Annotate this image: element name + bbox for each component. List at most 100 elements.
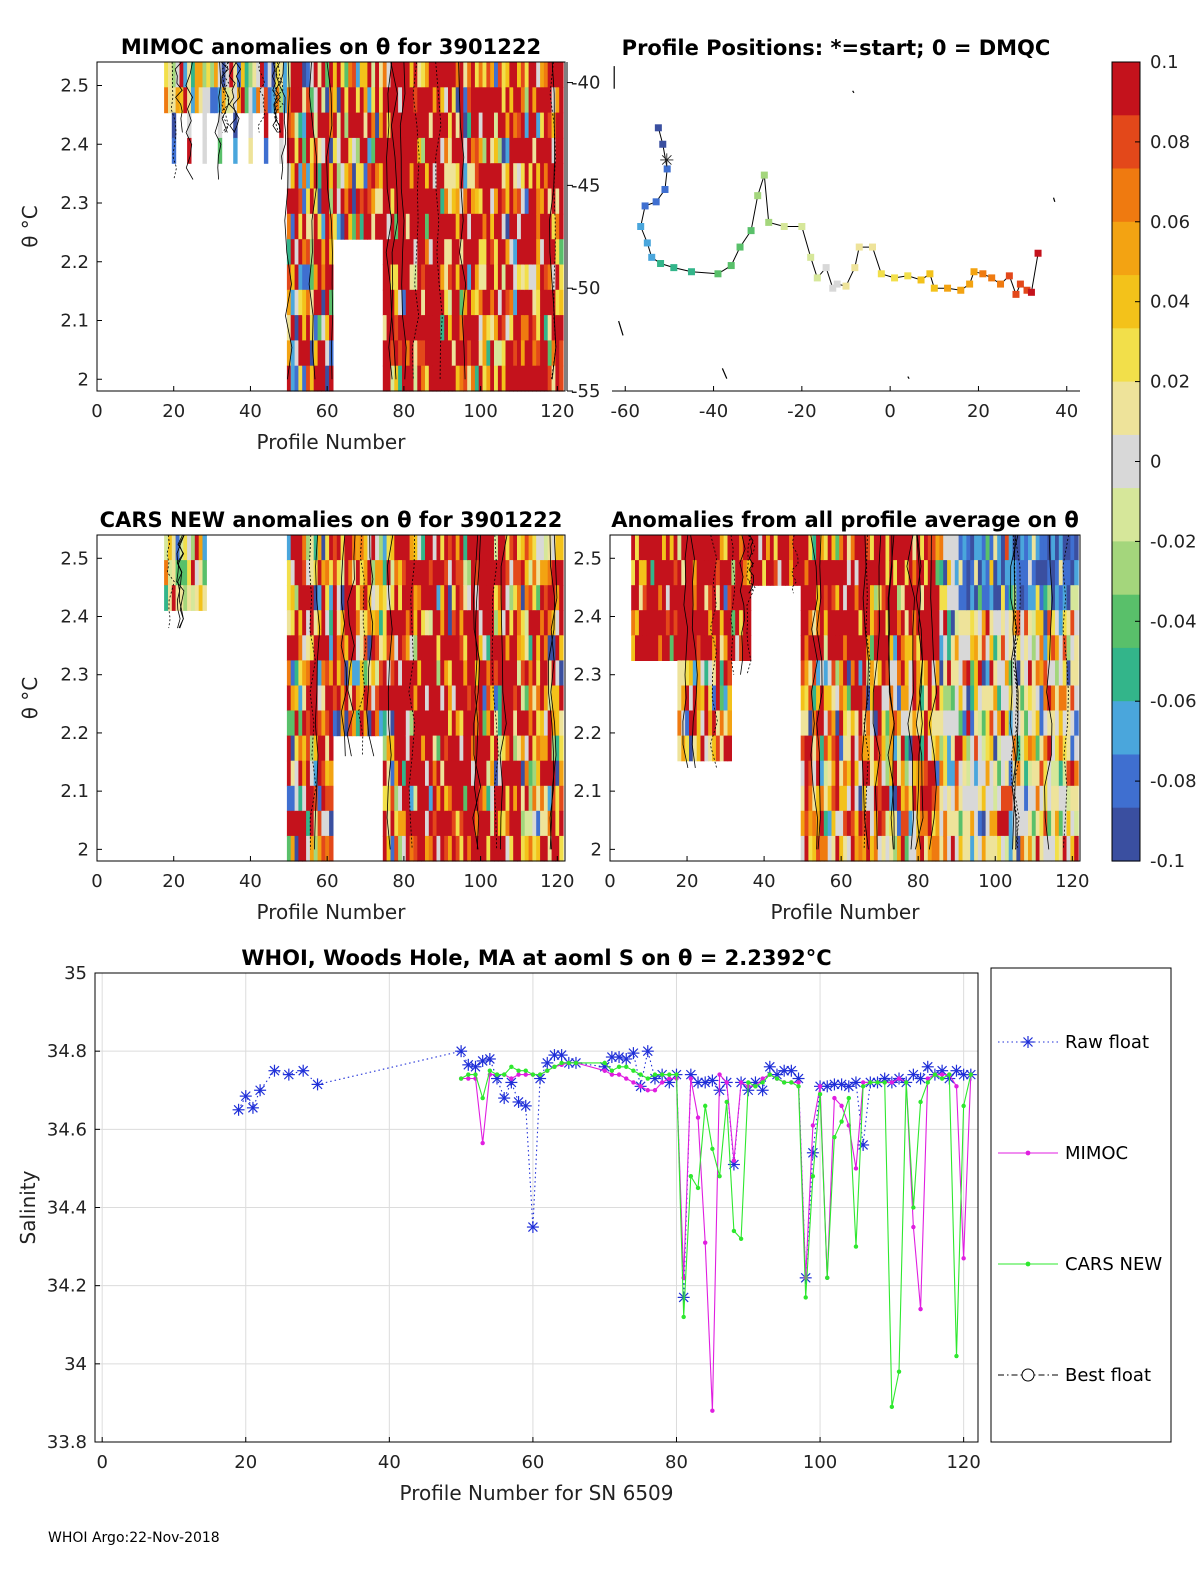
heatmap-cell — [731, 635, 736, 661]
heatmap-cell — [532, 635, 537, 661]
heatmap-cell — [513, 315, 518, 341]
heatmap-cell — [497, 112, 503, 139]
heatmap-cell — [958, 635, 964, 661]
heatmap-cell — [286, 660, 292, 687]
heatmap-cell — [681, 560, 686, 586]
heatmap-cell — [451, 289, 457, 316]
heatmap-cell — [1055, 560, 1060, 586]
heatmap-cell — [432, 315, 438, 341]
heatmap-cell — [317, 239, 322, 266]
heatmap-cell — [317, 685, 322, 712]
heatmap-cell — [843, 535, 848, 561]
heatmap-cell — [313, 685, 319, 712]
heatmap-cell — [448, 62, 453, 88]
heatmap-cell — [843, 785, 848, 812]
heatmap-cell — [1074, 585, 1079, 611]
heatmap-cell — [486, 213, 491, 240]
heatmap-cell — [520, 560, 526, 586]
heatmap-cell — [858, 535, 863, 561]
heatmap-cell — [532, 239, 537, 266]
data-point — [523, 1068, 528, 1073]
heatmap-cell — [451, 760, 457, 787]
heatmap-cell — [551, 365, 556, 392]
heatmap-cell — [1070, 535, 1075, 561]
heatmap-cell — [313, 735, 319, 762]
heatmap-cell — [302, 213, 307, 240]
x-tick-label: 100 — [463, 401, 497, 422]
heatmap-cell — [1004, 560, 1010, 586]
heatmap-cell — [382, 710, 388, 737]
heatmap-cell — [873, 535, 879, 561]
heatmap-cell — [198, 585, 204, 611]
data-point — [692, 1076, 705, 1089]
heatmap-cell — [402, 735, 407, 762]
heatmap-cell — [985, 710, 991, 737]
heatmap-cell — [329, 137, 334, 164]
heatmap-cell — [325, 62, 330, 88]
heatmap-cell — [532, 213, 537, 240]
heatmap-cell — [700, 685, 705, 712]
star-stroke — [312, 1079, 323, 1090]
heatmap-cell — [843, 835, 848, 862]
heatmap-cell — [467, 264, 472, 291]
heatmap-cell — [551, 188, 556, 215]
heatmap-cell — [1070, 610, 1075, 636]
heatmap-cell — [421, 213, 426, 240]
heatmap-cell — [520, 685, 526, 712]
heatmap-cell — [298, 213, 303, 240]
heatmap-cell — [367, 710, 372, 737]
heatmap-cell — [935, 610, 940, 636]
heatmap-cell — [455, 635, 461, 661]
heatmap-cell — [700, 735, 705, 762]
heatmap-cell — [336, 112, 342, 139]
heatmap-cell — [551, 239, 556, 266]
y-tick-label: 2.1 — [60, 781, 89, 802]
heatmap-cell — [808, 535, 813, 561]
heatmap-cell — [966, 535, 971, 561]
heatmap-cell — [444, 289, 449, 316]
heatmap-cell — [854, 810, 860, 837]
data-point — [645, 1076, 650, 1081]
heatmap-cell — [413, 835, 418, 862]
heatmap-cell — [638, 610, 644, 636]
heatmap-cell — [233, 137, 238, 164]
heatmap-cell — [171, 585, 177, 611]
heatmap-cell — [494, 735, 499, 762]
heatmap-cell — [428, 62, 434, 88]
heatmap-cell — [486, 112, 491, 139]
heatmap-cell — [977, 560, 983, 586]
heatmap-cell — [413, 239, 418, 266]
heatmap-cell — [425, 610, 430, 636]
heatmap-cell — [413, 635, 418, 661]
heatmap-cell — [474, 264, 480, 291]
heatmap-cell — [321, 264, 326, 291]
heatmap-cell — [455, 585, 461, 611]
heatmap-cell — [509, 710, 514, 737]
heatmap-cell — [1035, 685, 1041, 712]
heatmap-cell — [1012, 735, 1018, 762]
heatmap-cell — [931, 735, 937, 762]
heatmap-cell — [638, 535, 644, 561]
heatmap-cell — [947, 660, 952, 687]
heatmap-cell — [812, 735, 817, 762]
heatmap-cell — [417, 264, 422, 291]
heatmap-cell — [459, 660, 464, 687]
track-point — [648, 253, 656, 261]
heatmap-cell — [912, 535, 917, 561]
heatmap-cell — [325, 810, 330, 837]
heatmap-cell — [885, 535, 890, 561]
heatmap-cell — [536, 163, 541, 190]
heatmap-cell — [375, 62, 380, 88]
heatmap-cell — [375, 560, 380, 586]
heatmap-cell — [870, 735, 875, 762]
heatmap-cell — [662, 585, 667, 611]
heatmap-cell — [286, 340, 292, 367]
x-tick-label: 80 — [907, 871, 930, 892]
heatmap-cell — [478, 112, 484, 139]
heatmap-cell — [920, 535, 925, 561]
heatmap-cell — [835, 735, 840, 762]
contour-line — [861, 534, 869, 850]
heatmap-cell — [520, 264, 526, 291]
heatmap-cell — [850, 560, 856, 586]
